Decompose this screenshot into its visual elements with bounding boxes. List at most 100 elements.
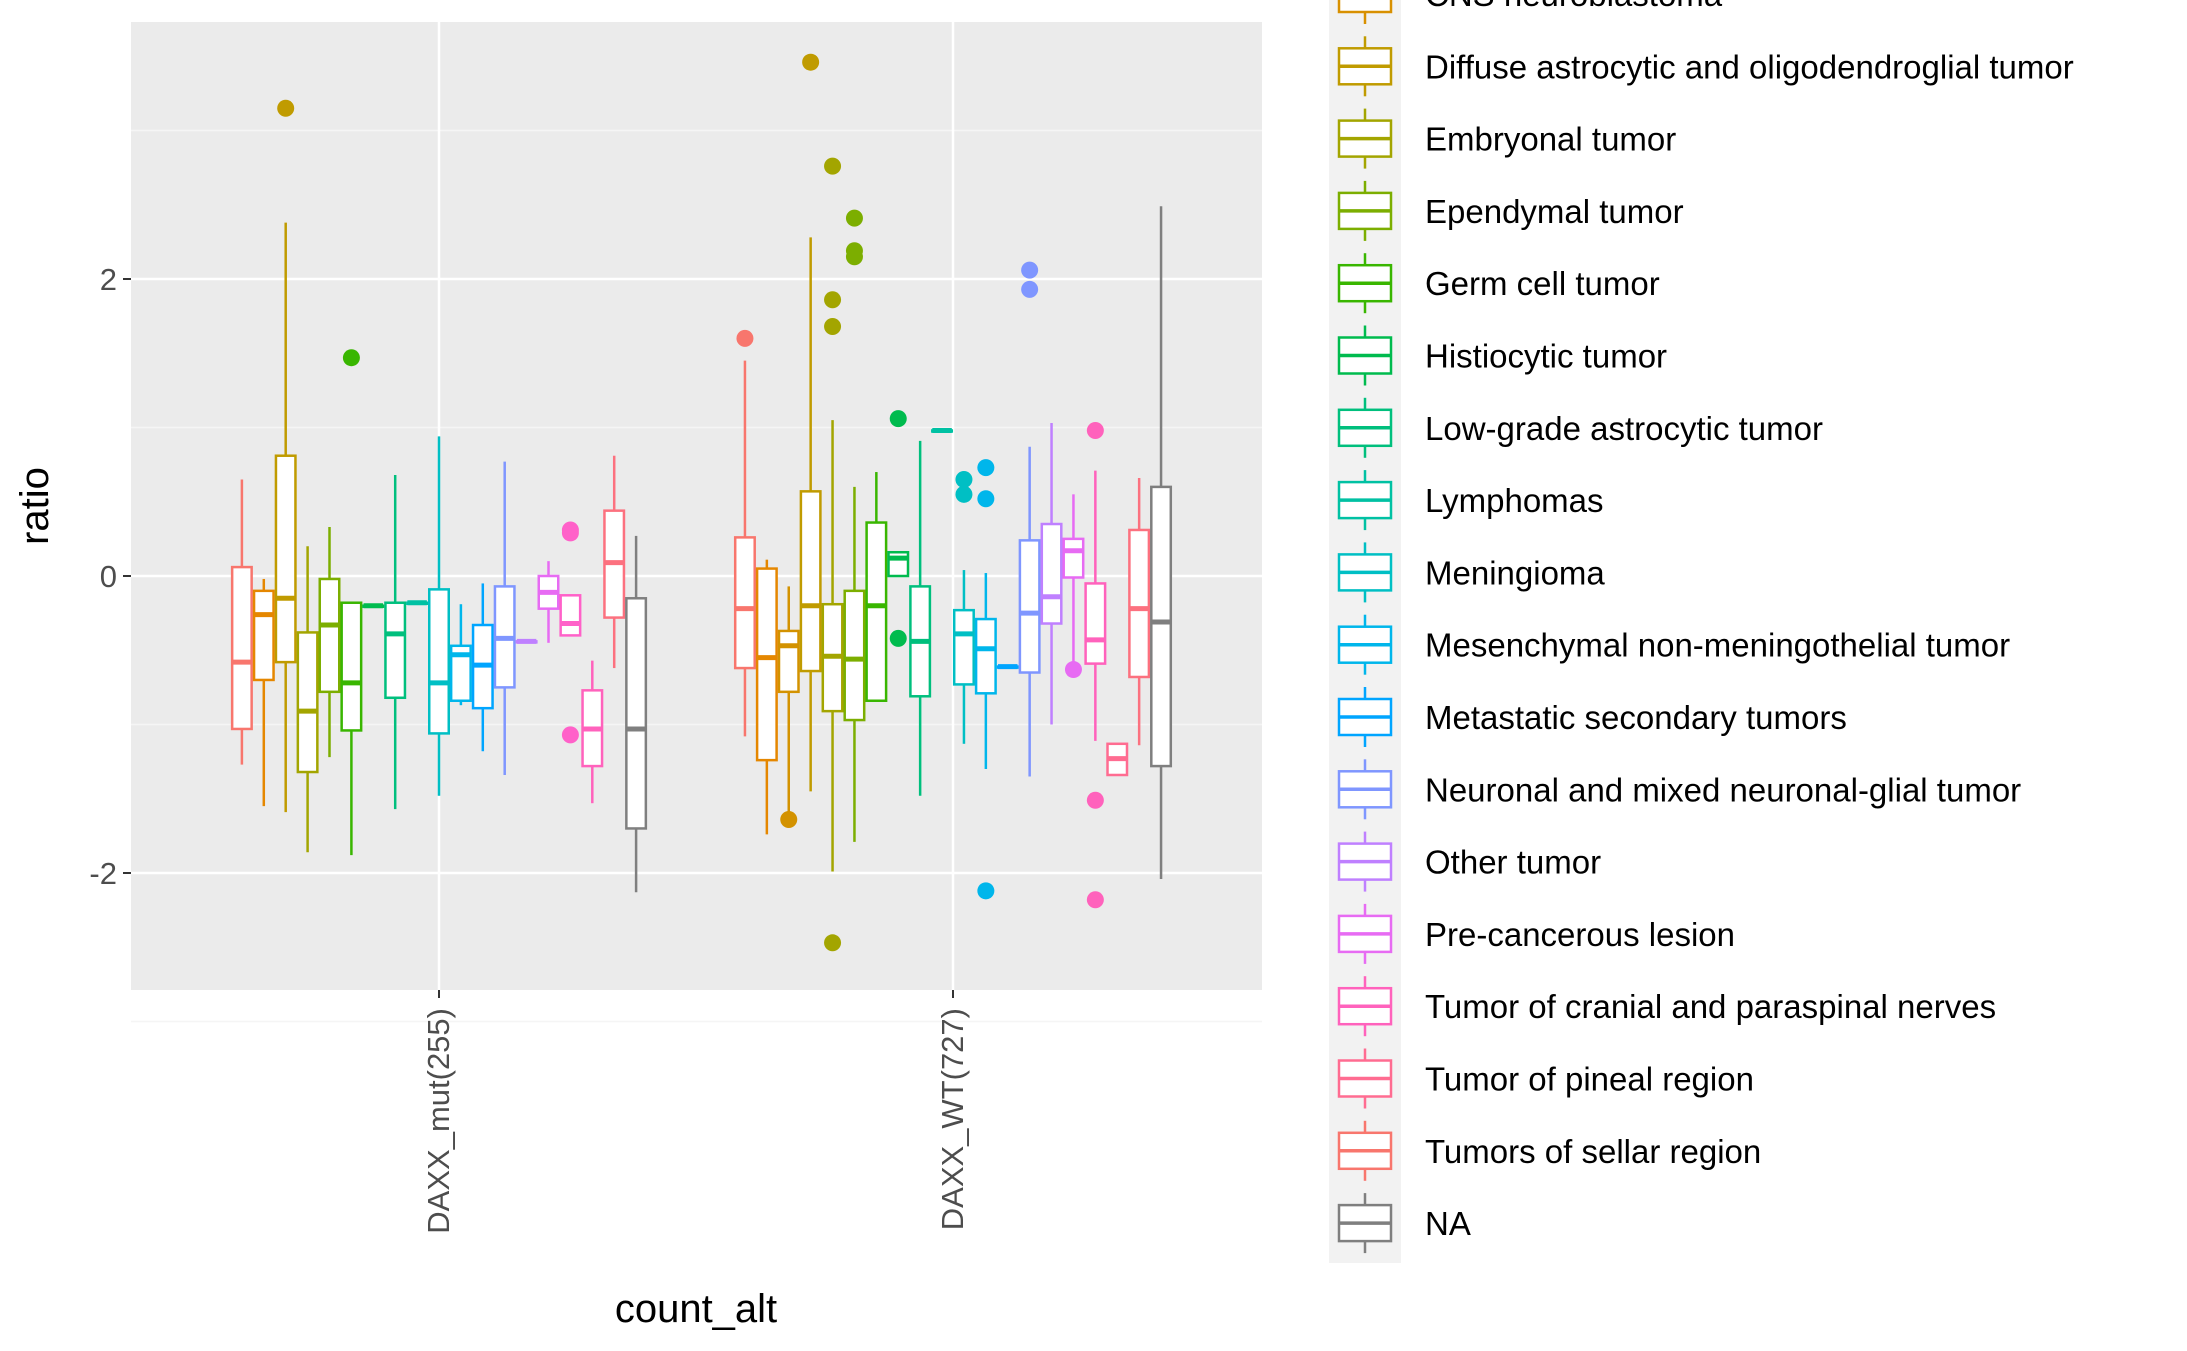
box bbox=[952, 608, 975, 686]
outlier-point bbox=[1021, 280, 1039, 298]
box-plot bbox=[493, 461, 516, 775]
box bbox=[1018, 539, 1041, 674]
outlier-point bbox=[780, 811, 798, 829]
box-plot bbox=[1128, 477, 1151, 746]
legend-key bbox=[1337, 687, 1393, 747]
box bbox=[1128, 528, 1151, 679]
outlier-point bbox=[1086, 791, 1104, 809]
box-plot bbox=[384, 475, 407, 810]
box-plot bbox=[603, 455, 626, 669]
legend-item: Meningioma bbox=[1337, 542, 1605, 603]
legend-label: Germ cell tumor bbox=[1425, 265, 1660, 302]
box bbox=[318, 577, 341, 694]
legend-label: Embryonal tumor bbox=[1425, 121, 1676, 158]
legend-key bbox=[1337, 180, 1393, 241]
outlier-point bbox=[342, 349, 360, 367]
box bbox=[449, 644, 472, 702]
outlier-point bbox=[1086, 421, 1104, 439]
legend-item: Mesenchymal non-meningothelial tumor bbox=[1337, 614, 2010, 675]
panel-background bbox=[131, 22, 1262, 990]
legend-item: Low-grade astrocytic tumor bbox=[1337, 397, 1823, 458]
legend-key bbox=[1337, 36, 1393, 97]
legend-label: Diffuse astrocytic and oligodendroglial … bbox=[1425, 48, 2074, 85]
legend-item: Lymphomas bbox=[1337, 470, 1604, 531]
legend-item: Other tumor bbox=[1337, 831, 1601, 892]
legend-key bbox=[1337, 831, 1393, 892]
box-plot bbox=[733, 329, 756, 737]
legend-item: Tumor of pineal region bbox=[1337, 1048, 1754, 1109]
box bbox=[230, 565, 253, 731]
box-plot bbox=[931, 427, 954, 433]
box-plot bbox=[449, 604, 472, 706]
legend-label: Histiocytic tumor bbox=[1425, 338, 1667, 375]
box-plot bbox=[887, 410, 910, 647]
outlier-point bbox=[1086, 891, 1104, 909]
box-plot bbox=[799, 53, 822, 792]
legend-key bbox=[1337, 253, 1393, 314]
outlier-point bbox=[1021, 261, 1039, 279]
box bbox=[625, 597, 648, 830]
box-plot bbox=[471, 583, 494, 752]
legend-key bbox=[1337, 614, 1393, 675]
legend-label: Lymphomas bbox=[1425, 482, 1604, 519]
box bbox=[296, 631, 319, 774]
legend: CNS neuroblastoma Diffuse astrocytic and … bbox=[1329, 0, 2074, 1263]
box bbox=[777, 629, 800, 694]
box-plot bbox=[755, 559, 778, 835]
box-plot bbox=[952, 470, 975, 744]
box-plot bbox=[777, 586, 800, 829]
box-plot bbox=[865, 472, 888, 702]
box-plot bbox=[1062, 494, 1085, 679]
box-plot bbox=[274, 99, 297, 813]
y-axis: -2 0 2 bbox=[89, 262, 131, 891]
box-plot bbox=[362, 603, 385, 609]
legend-label: Metastatic secondary tumors bbox=[1425, 699, 1847, 736]
legend-key bbox=[1337, 108, 1393, 169]
legend-key bbox=[1337, 542, 1393, 603]
legend-key bbox=[1337, 759, 1393, 820]
outlier-point bbox=[955, 470, 973, 488]
box-plot bbox=[1040, 423, 1063, 725]
x-tick-label: DAXX_WT(727) bbox=[935, 1008, 970, 1230]
x-axis-title: count_alt bbox=[615, 1287, 777, 1331]
box bbox=[428, 588, 450, 735]
legend-label: Neuronal and mixed neuronal-glial tumor bbox=[1425, 771, 2021, 808]
box bbox=[974, 617, 997, 695]
legend-key bbox=[1337, 1193, 1393, 1254]
legend-label: Ependymal tumor bbox=[1425, 193, 1684, 230]
box-plot bbox=[1018, 261, 1041, 777]
box-plot bbox=[252, 578, 275, 807]
grid-minor bbox=[131, 129, 1262, 1023]
legend-key bbox=[1337, 0, 1393, 24]
box-plot bbox=[974, 459, 997, 900]
legend-item: Embryonal tumor bbox=[1337, 108, 1676, 169]
legend-key bbox=[1337, 470, 1393, 531]
legend-label: Mesenchymal non-meningothelial tumor bbox=[1425, 627, 2010, 664]
outlier-point bbox=[977, 459, 995, 477]
box bbox=[340, 601, 363, 732]
outlier-point bbox=[977, 882, 995, 900]
outlier-point bbox=[824, 934, 842, 952]
outlier-point bbox=[889, 410, 907, 428]
box bbox=[1040, 522, 1063, 625]
legend-label: NA bbox=[1425, 1205, 1471, 1242]
box-series bbox=[230, 53, 1173, 952]
legend-key bbox=[1337, 903, 1393, 964]
y-tick-label: 0 bbox=[100, 559, 117, 594]
box-plot bbox=[1106, 742, 1129, 777]
outlier-point bbox=[977, 490, 995, 508]
box bbox=[755, 567, 778, 762]
box-plot bbox=[996, 664, 1019, 670]
box-plot bbox=[581, 660, 604, 804]
y-tick-label: 2 bbox=[100, 262, 117, 297]
legend-label: Meningioma bbox=[1425, 554, 1605, 591]
legend-label: CNS neuroblastoma bbox=[1425, 0, 1723, 13]
legend-item: Tumors of sellar region bbox=[1337, 1120, 1761, 1181]
box bbox=[252, 589, 275, 682]
legend-item: Tumor of cranial and paraspinal nerves bbox=[1337, 976, 1996, 1037]
box-plot bbox=[296, 546, 319, 853]
x-axis: DAXX_mut(255) DAXX_WT(727) bbox=[421, 990, 970, 1234]
box-plot bbox=[230, 479, 253, 765]
legend-item: Ependymal tumor bbox=[1337, 180, 1684, 241]
